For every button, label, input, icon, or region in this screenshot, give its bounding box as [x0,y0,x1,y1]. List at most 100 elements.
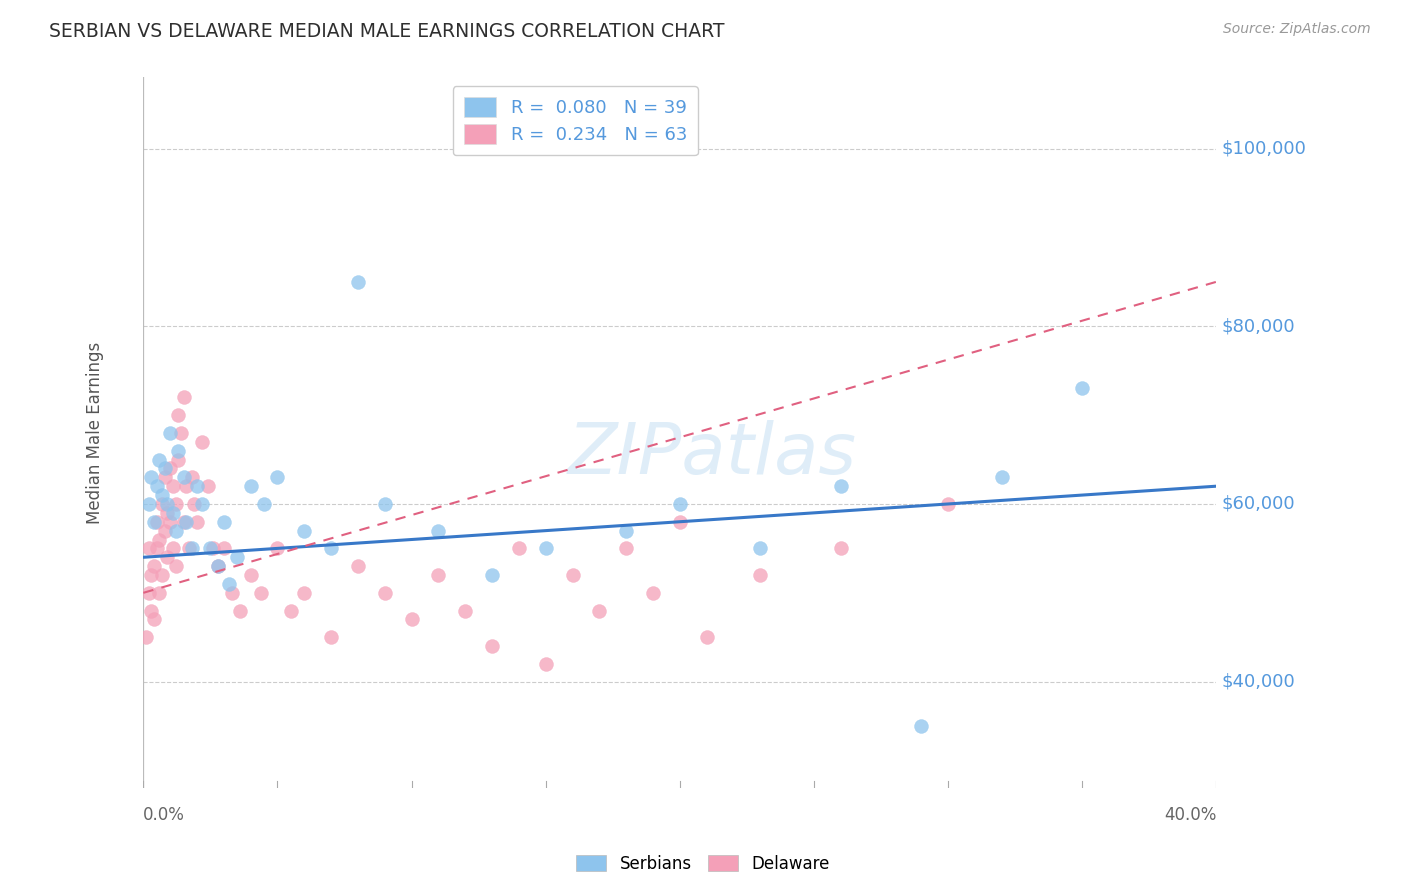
Point [173,390,195,404]
Text: $80,000: $80,000 [1222,318,1295,335]
Point [180,470,202,484]
Point [200,541,222,556]
Point [156,497,179,511]
Point [481,639,503,653]
Point [374,497,396,511]
Text: 0.0%: 0.0% [143,806,186,824]
Point [167,408,190,422]
Text: 40.0%: 40.0% [1164,806,1216,824]
Point [936,497,959,511]
Point [186,479,208,493]
Point [165,497,187,511]
Point [239,568,262,582]
Point [191,434,214,449]
Point [226,550,249,565]
Point [153,524,176,538]
Point [180,541,202,556]
Point [250,586,273,600]
Point [401,612,423,626]
Point [138,541,160,556]
Point [454,604,477,618]
Point [347,559,370,574]
Point [374,586,396,600]
Point [749,541,772,556]
Point [167,443,190,458]
Text: $100,000: $100,000 [1222,139,1306,158]
Point [588,604,610,618]
Point [197,479,219,493]
Point [145,479,167,493]
Point [159,425,181,440]
Point [148,586,170,600]
Point [173,470,195,484]
Point [221,586,243,600]
Text: Source: ZipAtlas.com: Source: ZipAtlas.com [1223,22,1371,37]
Point [141,604,163,618]
Point [614,541,637,556]
Point [534,657,557,671]
Point [427,524,450,538]
Point [150,488,173,502]
Point [138,586,160,600]
Point [218,577,240,591]
Point [138,497,160,511]
Point [167,452,190,467]
Point [280,604,302,618]
Point [135,630,157,644]
Point [165,524,187,538]
Point [669,515,692,529]
Point [141,568,163,582]
Point [696,630,718,644]
Point [481,568,503,582]
Point [641,586,664,600]
Point [212,541,235,556]
Point [145,515,167,529]
Point [162,506,184,520]
Legend: Serbians, Delaware: Serbians, Delaware [569,848,837,880]
Point [202,541,225,556]
Point [292,524,315,538]
Point [162,541,184,556]
Point [174,479,197,493]
Point [162,479,184,493]
Point [212,515,235,529]
Text: $40,000: $40,000 [1222,673,1295,690]
Point [156,550,179,565]
Point [749,568,772,582]
Point [266,470,288,484]
Point [173,515,195,529]
Point [508,541,530,556]
Point [159,461,181,475]
Point [159,515,181,529]
Point [990,470,1012,484]
Point [143,612,166,626]
Point [141,470,163,484]
Point [266,541,288,556]
Point [145,541,167,556]
Point [614,524,637,538]
Point [143,515,166,529]
Point [150,568,173,582]
Point [156,506,179,520]
Point [830,541,852,556]
Point [143,559,166,574]
Point [183,497,205,511]
Point [427,568,450,582]
Legend: R =  0.080   N = 39, R =  0.234   N = 63: R = 0.080 N = 39, R = 0.234 N = 63 [453,87,697,155]
Point [186,515,208,529]
Point [292,586,315,600]
Point [561,568,583,582]
Point [669,497,692,511]
Point [910,719,932,733]
Point [347,275,370,289]
Point [191,497,214,511]
Point [319,630,342,644]
Text: $60,000: $60,000 [1222,495,1295,513]
Point [534,541,557,556]
Point [170,425,193,440]
Point [148,452,170,467]
Point [165,559,187,574]
Point [150,497,173,511]
Point [174,515,197,529]
Point [229,604,252,618]
